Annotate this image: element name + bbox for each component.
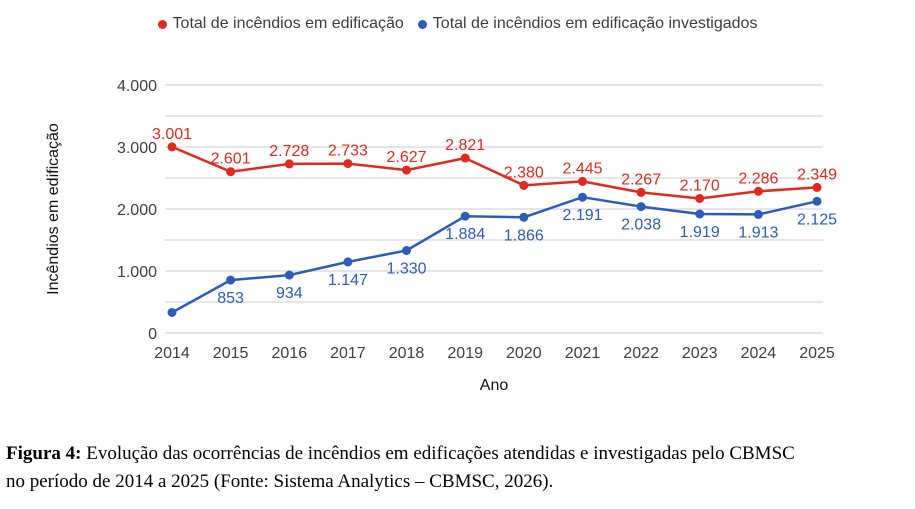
legend-blue-dot-icon [417, 19, 427, 29]
x-tick-label: 2014 [154, 345, 190, 362]
legend-label-investigados: Total de incêndios em edificação investi… [432, 15, 758, 32]
data-label: 2.170 [680, 178, 720, 195]
data-point [343, 159, 353, 169]
data-label: 2.728 [269, 143, 309, 160]
data-point [636, 187, 646, 197]
x-axis-tick-labels: 2014 2015 2016 2017 2018 2019 2020 2021 2022 2023… [154, 345, 835, 362]
x-tick-label: 2024 [741, 345, 777, 362]
data-label: 1.884 [445, 226, 485, 243]
y-axis-title: Incêndios em edificação [45, 123, 62, 295]
data-label: 2.445 [562, 160, 602, 177]
x-tick-label: 2016 [272, 345, 308, 362]
data-point [578, 192, 587, 202]
x-tick-label: 2023 [682, 345, 718, 362]
data-point [460, 153, 470, 163]
data-point [753, 186, 763, 196]
legend-label-total-incendios: Total de incêndios em edificação [172, 15, 404, 32]
data-point [460, 211, 470, 221]
chart-legend: Total de incêndios em edificação Total d… [0, 15, 915, 33]
data-label: 2.286 [738, 170, 778, 187]
data-label: 2.733 [328, 143, 368, 160]
data-label: 934 [276, 285, 303, 302]
data-point [753, 209, 763, 219]
data-label: 2.601 [211, 151, 251, 168]
data-labels: 3.001 2.601 2.728 2.733 2.627 2.821 2.380 2.445… [152, 126, 837, 307]
y-axis-tick-labels: 0 1.000 2.000 3.000 4.000 [117, 78, 157, 343]
gridlines [165, 84, 823, 334]
data-label: 2.038 [621, 217, 661, 234]
figure-caption-line2: no período de 2014 a 2025 (Fonte: Sistem… [6, 471, 554, 492]
data-label: 2.627 [386, 149, 426, 166]
series-line-1 [171, 195, 818, 314]
figure-caption-line1: Evolução das ocorrências de incêndios em… [81, 443, 795, 464]
x-tick-label: 2018 [389, 345, 425, 362]
data-point [284, 159, 294, 169]
series-line-0 [171, 145, 818, 200]
data-point [226, 275, 236, 285]
data-point [343, 257, 353, 267]
data-point [812, 182, 822, 192]
data-label: 1.913 [738, 224, 778, 241]
data-label: 1.866 [504, 227, 544, 244]
data-label: 1.330 [386, 261, 426, 278]
y-tick-label: 4.000 [117, 78, 157, 95]
data-point [402, 246, 411, 255]
y-tick-label: 2.000 [117, 202, 157, 219]
x-tick-label: 2017 [330, 345, 366, 362]
data-label: 2.380 [504, 164, 544, 181]
y-tick-label: 3.000 [117, 140, 157, 157]
data-point [519, 212, 529, 222]
data-label: 3.001 [152, 126, 192, 143]
data-label: 2.125 [797, 211, 837, 228]
x-tick-label: 2022 [623, 345, 659, 362]
y-tick-label: 0 [148, 326, 157, 343]
x-tick-label: 2019 [447, 345, 483, 362]
data-point [578, 176, 587, 186]
data-label: 1.147 [328, 272, 368, 289]
data-label: 2.267 [621, 171, 661, 188]
legend-item-investigados: Total de incêndios em edificação investi… [417, 15, 758, 33]
x-axis-title: Ano [480, 377, 509, 394]
data-label: 2.349 [797, 166, 837, 183]
data-label: 1.919 [680, 224, 720, 241]
y-tick-label: 1.000 [117, 264, 157, 281]
data-point [695, 194, 705, 203]
figure-caption-number: Figura 4: [6, 443, 82, 464]
data-label: 853 [217, 290, 244, 307]
data-point [226, 167, 236, 177]
data-point [519, 180, 529, 190]
data-point [284, 270, 294, 280]
data-point [695, 209, 705, 219]
data-point [402, 165, 411, 175]
x-tick-label: 2025 [799, 345, 835, 362]
x-tick-label: 2015 [213, 345, 249, 362]
data-point [167, 142, 177, 152]
legend-item-total-incendios: Total de incêndios em edificação [157, 15, 404, 33]
data-point [167, 308, 177, 317]
data-series [167, 142, 822, 317]
x-tick-label: 2021 [565, 345, 601, 362]
data-point [812, 196, 822, 206]
data-label: 2.191 [562, 207, 602, 224]
figure-caption: Figura 4: Evolução das ocorrências de in… [6, 440, 904, 496]
x-tick-label: 2020 [506, 345, 542, 362]
data-point [636, 202, 646, 212]
legend-red-dot-icon [157, 19, 167, 29]
data-label: 2.821 [445, 137, 485, 154]
